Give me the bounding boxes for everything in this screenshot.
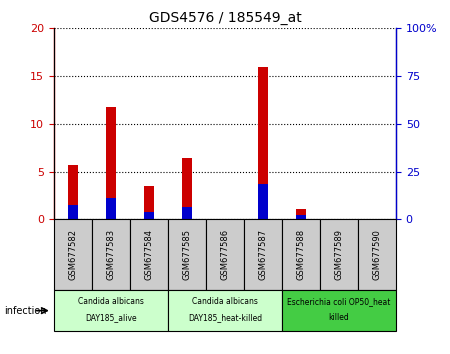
Text: GSM677589: GSM677589 bbox=[334, 229, 343, 280]
Bar bbox=[68, 205, 78, 219]
Bar bbox=[258, 67, 268, 219]
Text: GSM677588: GSM677588 bbox=[297, 229, 306, 280]
Text: GSM677582: GSM677582 bbox=[68, 229, 77, 280]
Text: GSM677587: GSM677587 bbox=[258, 229, 267, 280]
Text: GSM677583: GSM677583 bbox=[107, 229, 116, 280]
Bar bbox=[182, 158, 192, 219]
Text: Escherichia coli OP50_heat: Escherichia coli OP50_heat bbox=[287, 297, 391, 306]
Text: GDS4576 / 185549_at: GDS4576 / 185549_at bbox=[148, 11, 302, 25]
Text: DAY185_heat-killed: DAY185_heat-killed bbox=[188, 313, 262, 322]
Bar bbox=[296, 209, 306, 219]
Bar bbox=[144, 212, 154, 219]
Text: infection: infection bbox=[4, 306, 47, 316]
Text: GSM677586: GSM677586 bbox=[220, 229, 230, 280]
Text: Candida albicans: Candida albicans bbox=[78, 297, 144, 306]
Text: GSM677590: GSM677590 bbox=[373, 229, 382, 280]
Bar bbox=[106, 199, 116, 219]
Bar bbox=[258, 184, 268, 219]
Text: GSM677585: GSM677585 bbox=[183, 229, 192, 280]
Bar bbox=[68, 165, 78, 219]
Text: GSM677584: GSM677584 bbox=[144, 229, 153, 280]
Bar bbox=[106, 107, 116, 219]
Text: Candida albicans: Candida albicans bbox=[192, 297, 258, 306]
Text: killed: killed bbox=[328, 313, 349, 322]
Bar bbox=[296, 215, 306, 219]
Bar bbox=[144, 186, 154, 219]
Text: DAY185_alive: DAY185_alive bbox=[85, 313, 137, 322]
Bar bbox=[182, 207, 192, 219]
